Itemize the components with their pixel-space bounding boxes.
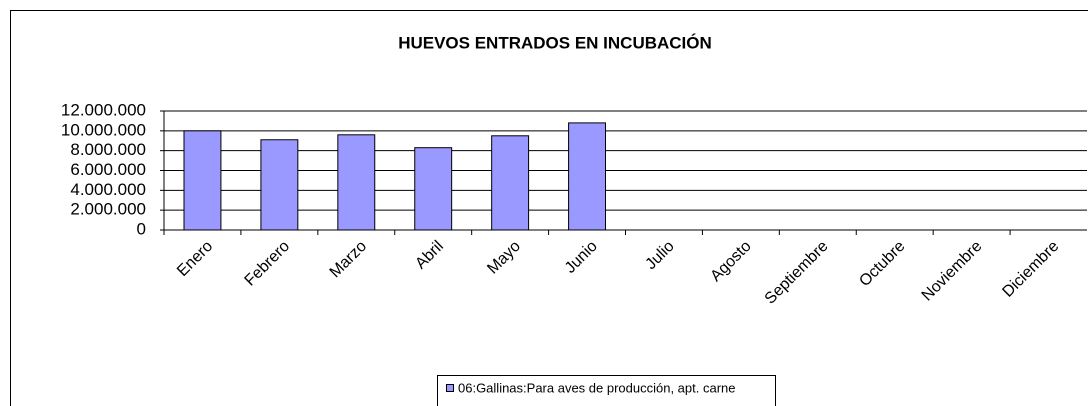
bar: [337, 134, 376, 231]
y-tick-label: 0: [137, 219, 146, 238]
bar: [183, 130, 222, 231]
y-tick-label: 12.000.000: [61, 100, 146, 119]
chart-title: HUEVOS ENTRADOS EN INCUBACIÓN: [398, 33, 712, 52]
legend-swatch: [446, 384, 454, 392]
y-tick-label: 10.000.000: [61, 120, 146, 139]
legend-label: 06:Gallinas:Para aves de producción, apt…: [458, 380, 736, 395]
bar: [260, 139, 299, 231]
bar: [568, 122, 607, 231]
chart-border: [10, 10, 1088, 406]
y-tick-label: 2.000.000: [70, 200, 146, 219]
y-tick-label: 4.000.000: [70, 180, 146, 199]
bar: [414, 147, 453, 231]
y-tick-label: 6.000.000: [70, 160, 146, 179]
bar: [491, 135, 530, 231]
legend-box: [437, 375, 776, 406]
y-tick-label: 8.000.000: [70, 140, 146, 159]
